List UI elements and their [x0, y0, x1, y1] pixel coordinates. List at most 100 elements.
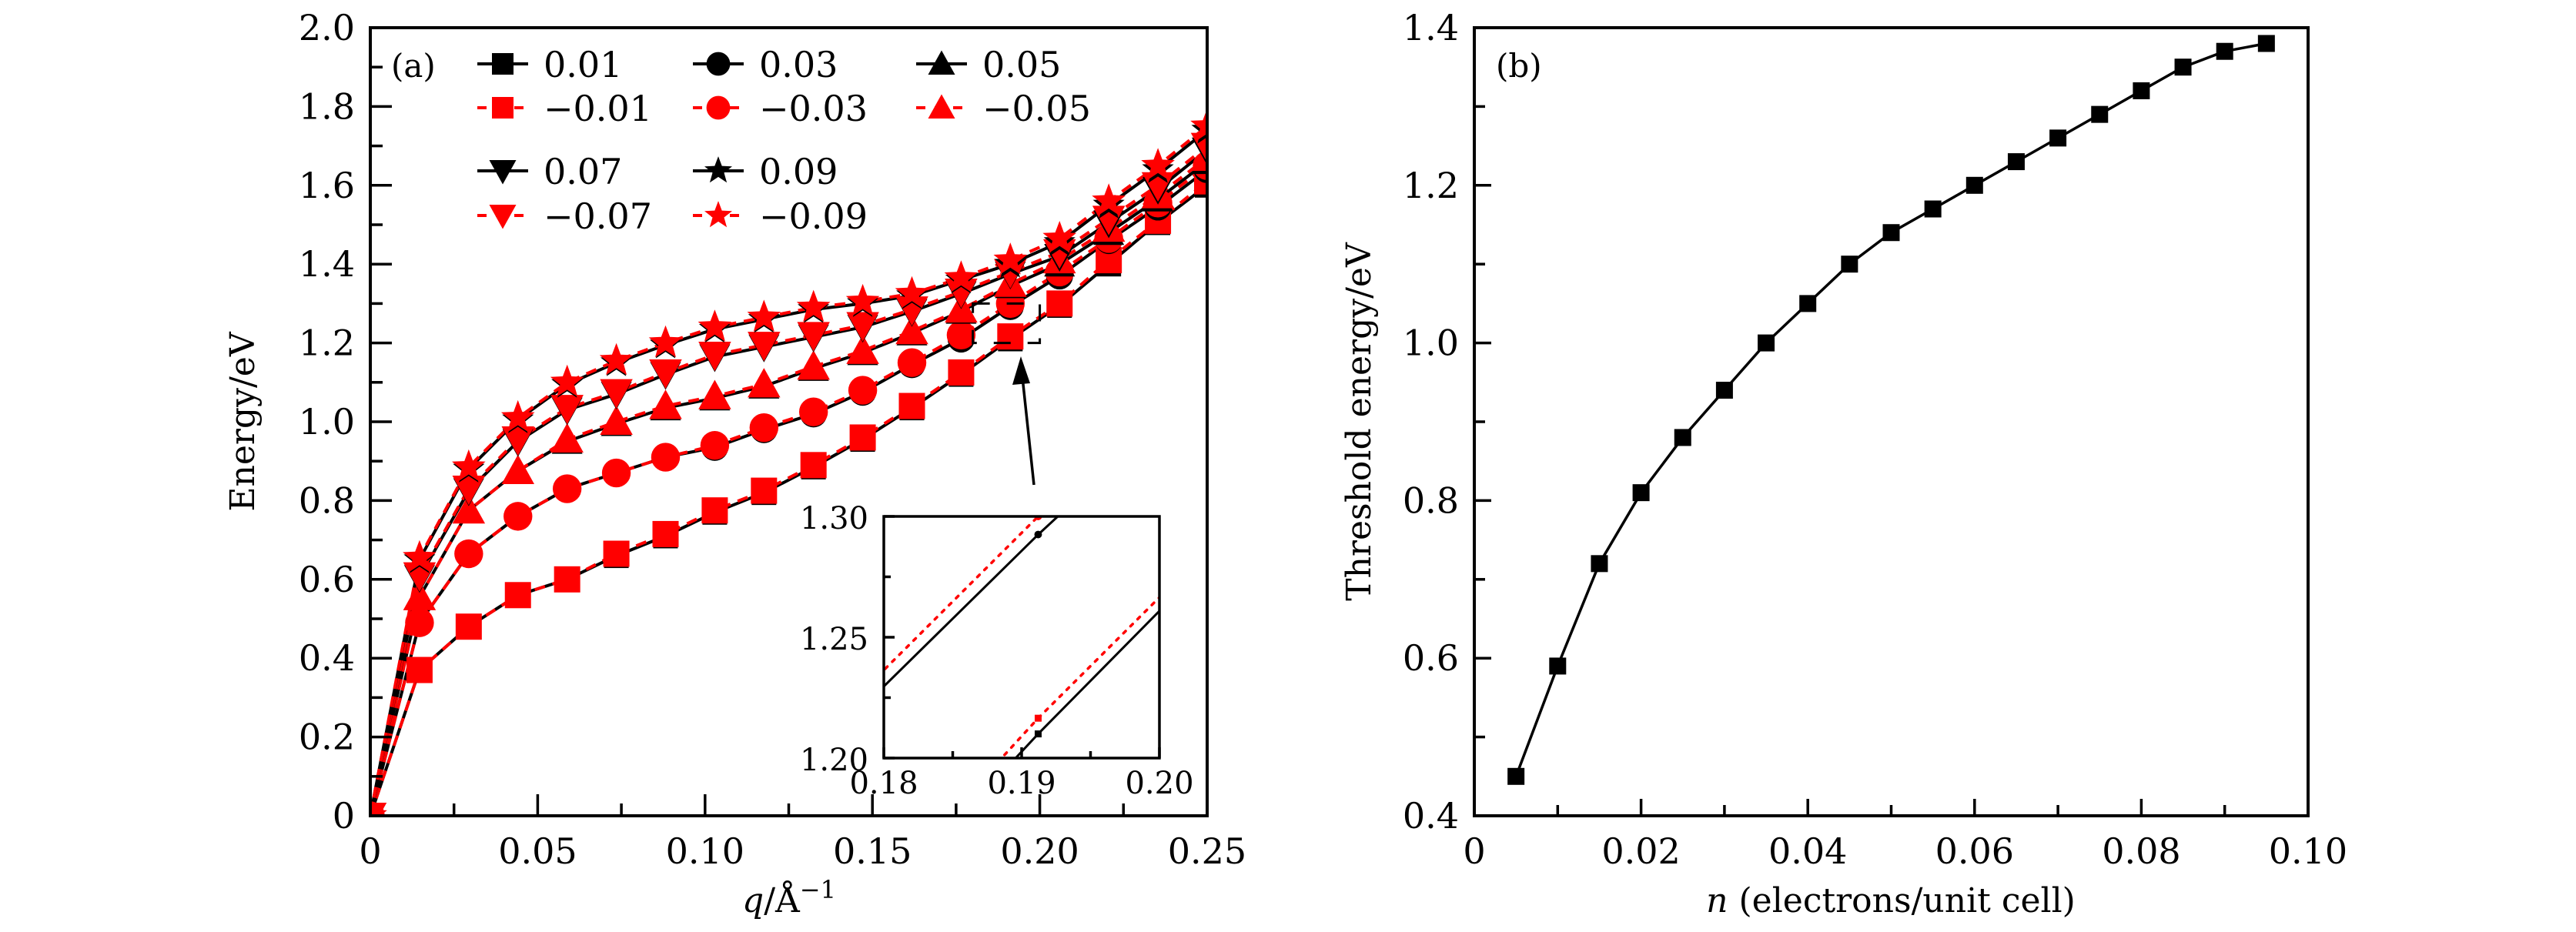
data-point	[599, 342, 634, 376]
data-point	[948, 359, 975, 386]
legend-marker-square-icon	[492, 53, 514, 75]
data-point	[898, 393, 925, 419]
legend-label: −0.07	[544, 195, 652, 237]
x-tick-label: 0.08	[2102, 830, 2180, 872]
data-point	[1715, 382, 1733, 399]
y-tick-label: 1.4	[1403, 7, 1459, 48]
panel-a-zoom-box	[972, 302, 1042, 345]
data-point	[997, 323, 1024, 350]
data-point	[1882, 224, 1900, 242]
panel-a-y-axis-label: Energy/eV	[223, 331, 263, 511]
panel-b-y-axis-label: Threshold energy/eV	[1340, 242, 1379, 601]
y-tick-label: 0.4	[1403, 795, 1459, 837]
legend-label: 0.05	[982, 44, 1061, 85]
data-point	[452, 493, 486, 524]
y-tick-label: 0.2	[299, 717, 355, 758]
data-point	[501, 454, 534, 484]
legend-item: 0.07	[477, 151, 622, 192]
x-tick-label: 0.05	[498, 830, 577, 872]
x-tick-label: 0.02	[1601, 830, 1680, 872]
data-point	[1799, 295, 1817, 312]
data-point	[2216, 42, 2233, 60]
inset-data-point	[1237, 525, 1244, 532]
legend-item: −0.05	[916, 88, 1091, 129]
data-point	[701, 497, 728, 524]
y-tick-label: 1.2	[299, 322, 355, 364]
x-tick-label: 0.20	[1000, 830, 1079, 872]
legend-marker-circle-icon	[706, 95, 731, 120]
inset-data-point	[1034, 530, 1042, 539]
data-point	[895, 276, 929, 309]
data-point	[601, 458, 631, 488]
x-tick-label: 0.06	[1935, 830, 2014, 872]
series-line	[370, 125, 1207, 816]
series-line	[1514, 42, 2267, 777]
legend-label: 0.03	[759, 44, 838, 85]
data-point	[1092, 183, 1126, 215]
inset-ticks: 0.18 0.19 0.20 1.20 1.25 1.30	[800, 501, 1194, 801]
legend-item: −0.09	[693, 195, 868, 237]
data-point	[648, 325, 683, 358]
legend-marker-square-icon	[492, 97, 514, 119]
data-point	[1965, 176, 1983, 194]
legend-item: 0.01	[477, 44, 622, 85]
data-point	[500, 399, 535, 433]
y-tick-label: 1.0	[299, 401, 355, 443]
data-point	[1190, 109, 1207, 141]
legend-item: −0.03	[693, 88, 868, 129]
data-point	[600, 405, 633, 435]
y-tick-label: 1.2	[1403, 165, 1459, 206]
x-tick-label: 0.25	[1168, 830, 1246, 872]
y-tick-label: 0.6	[299, 559, 355, 600]
data-point	[651, 443, 681, 472]
x-tick-label: 0	[1463, 830, 1485, 872]
inset-arrow	[1012, 356, 1035, 486]
legend-marker-triangle-up-icon	[928, 50, 955, 75]
legend-item: 0.03	[693, 44, 838, 85]
series-clip-group	[370, 109, 1207, 816]
inset-data-point	[1237, 343, 1245, 351]
data-point	[748, 368, 781, 398]
data-point	[403, 580, 437, 610]
data-point	[748, 332, 781, 362]
inset-data-point	[1034, 730, 1042, 738]
data-point	[454, 539, 483, 569]
panel-a-series-layer	[370, 109, 1207, 816]
data-point	[1046, 290, 1073, 317]
data-point	[1924, 200, 1942, 218]
data-point	[944, 260, 979, 292]
inset-data-point	[1237, 513, 1244, 520]
legend-label: −0.01	[544, 88, 652, 129]
inset-series-group	[831, 319, 1245, 758]
y-tick-label: 2.0	[299, 7, 355, 48]
x-tick-label: 0.10	[666, 830, 744, 872]
data-point	[370, 798, 387, 816]
data-point	[1591, 555, 1608, 573]
y-tick-label: 0.4	[299, 637, 355, 679]
data-point	[550, 395, 584, 425]
panel-b-series-layer	[1507, 35, 2275, 785]
legend-marker-triangle-down-icon	[489, 205, 517, 229]
legend-label: −0.03	[759, 88, 868, 129]
data-point	[700, 431, 730, 460]
series--0.09	[370, 125, 1207, 816]
data-point	[452, 449, 486, 482]
x-tick-label: 0.15	[833, 830, 912, 872]
panel-b-ticks: 0 0.02 0.04 0.06 0.08 0.10 0.4 0.6 0.8 1.0 1.2 1.4	[1403, 7, 2347, 872]
legend-item: −0.07	[477, 195, 652, 237]
data-point	[600, 379, 633, 409]
data-point	[698, 341, 731, 372]
inset-data-point	[1237, 319, 1245, 327]
data-point	[845, 283, 880, 316]
data-point	[751, 477, 778, 504]
data-point	[455, 613, 482, 640]
x-label-exponent: −1	[800, 875, 836, 904]
data-point	[1042, 221, 1077, 253]
x-label-rest: (electrons/unit cell)	[1728, 881, 2076, 920]
inset-data-point	[831, 714, 839, 722]
y-tick-label: 1.0	[1403, 322, 1459, 364]
data-point	[603, 540, 630, 567]
panel-a-energy-dispersion: 0 0.05 0.10 0.15 0.20 0.25 0 0.2 0.4 0.6 0.8 1.0 1.2…	[223, 7, 1246, 920]
legend-marker-star-icon	[704, 201, 732, 228]
